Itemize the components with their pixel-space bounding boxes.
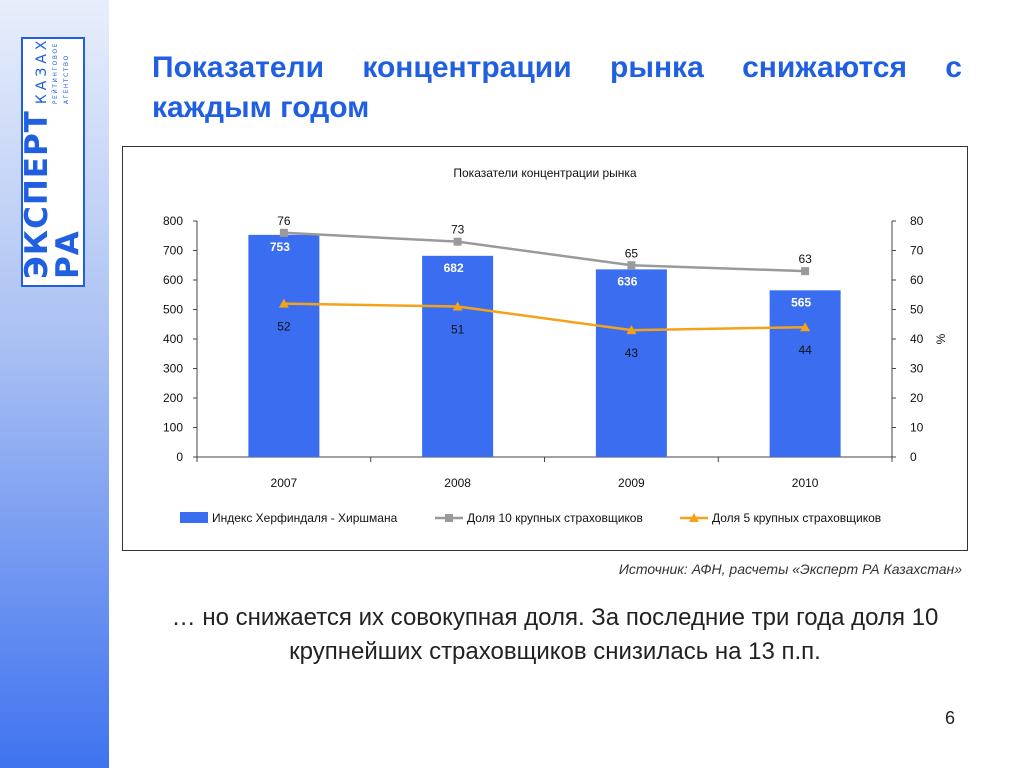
logo-main-text: ЭКСПЕРТ РА — [21, 110, 85, 279]
y-tick-label-left: 400 — [163, 332, 183, 346]
y-tick-label-left: 800 — [163, 214, 183, 228]
marker-top10 — [627, 261, 636, 270]
y-tick-label-left: 100 — [163, 421, 183, 435]
bar-value-label: 565 — [791, 295, 811, 309]
line-value-label: 44 — [798, 343, 812, 357]
marker-top10 — [453, 237, 462, 246]
x-tick-label: 2008 — [444, 476, 471, 490]
y-tick-label-left: 200 — [163, 391, 183, 405]
y-tick-label-right: 60 — [910, 273, 924, 287]
line-value-label: 63 — [798, 252, 812, 266]
y-tick-label-right: 50 — [910, 303, 924, 317]
chart-container: Показатели концентрации рынка 0 100 200 300 4… — [122, 146, 968, 551]
y-tick-label-left: 0 — [176, 450, 183, 464]
marker-top5 — [800, 322, 811, 332]
line-series-top10 — [283, 231, 806, 273]
y-tick-label-right: 0 — [910, 450, 917, 464]
bar-value-label: 636 — [617, 274, 637, 288]
marker-top5 — [626, 325, 637, 335]
logo-country-text: КАЗАХСТАН — [34, 37, 50, 105]
legend-label-hhi: Индекс Херфиндаля - Хиршмана — [212, 511, 398, 525]
y-tick-label-right: 70 — [910, 244, 924, 258]
bar-hhi-2010 — [769, 290, 841, 457]
y-tick-label-right: 20 — [910, 391, 924, 405]
marker-top10 — [279, 228, 288, 237]
bar-value-label: 753 — [270, 240, 290, 254]
marker-top5 — [278, 298, 289, 308]
chart-title: Показатели концентрации рынка — [453, 166, 637, 180]
y-tick-label-left: 300 — [163, 362, 183, 376]
line-value-label: 51 — [451, 323, 465, 337]
line-value-label: 76 — [277, 214, 291, 228]
line-value-label: 43 — [625, 346, 639, 360]
y-tick-label-right: 30 — [910, 362, 924, 376]
logo-sub-text-1: РЕЙТИНГОВОЕ — [52, 42, 59, 105]
bar-hhi-2009 — [595, 269, 667, 457]
y-tick-label-left: 600 — [163, 273, 183, 287]
sidebar-gradient: ЭКСПЕРТ РА КАЗАХСТАН РЕЙТИНГОВОЕ АГЕНТСТ… — [0, 0, 109, 768]
line-value-label: 52 — [277, 320, 291, 334]
x-tick-label: 2010 — [792, 476, 819, 490]
concentration-chart: Показатели концентрации рынка01002003004… — [163, 166, 948, 525]
line-value-label: 73 — [451, 223, 465, 237]
bar-hhi-2007 — [248, 234, 320, 457]
slide-title: Показатели концентрации рынка снижаются … — [152, 51, 962, 124]
x-tick-label: 2007 — [271, 476, 298, 490]
expert-ra-logo: ЭКСПЕРТ РА КАЗАХСТАН РЕЙТИНГОВОЕ АГЕНТСТ… — [21, 37, 85, 287]
page-number: 6 — [945, 708, 956, 728]
legend-swatch-hhi — [180, 512, 208, 523]
y-axis-label-right: % — [934, 333, 948, 344]
y-tick-label-right: 80 — [910, 214, 924, 228]
y-tick-label-right: 40 — [910, 332, 924, 346]
marker-top5 — [452, 301, 463, 311]
legend-label-top5: Доля 5 крупных страховщиков — [712, 511, 881, 525]
summary-text: … но снижается их совокупная доля. За по… — [171, 604, 939, 665]
legend-label-top10: Доля 10 крупных страховщиков — [467, 511, 643, 525]
bar-value-label: 682 — [444, 261, 464, 275]
source-note: Источник: АФН, расчеты «Эксперт РА Казах… — [618, 561, 962, 577]
line-series-top5 — [283, 302, 806, 332]
y-tick-label-left: 700 — [163, 244, 183, 258]
bar-hhi-2008 — [422, 255, 494, 457]
legend-marker-top5 — [689, 513, 699, 522]
x-tick-label: 2009 — [618, 476, 645, 490]
line-value-label: 65 — [625, 246, 639, 260]
logo-sub-text-2: АГЕНТСТВО — [63, 54, 70, 105]
marker-top10 — [801, 267, 810, 276]
y-tick-label-left: 500 — [163, 303, 183, 317]
legend-marker-top10 — [445, 514, 453, 522]
y-tick-label-right: 10 — [910, 421, 924, 435]
